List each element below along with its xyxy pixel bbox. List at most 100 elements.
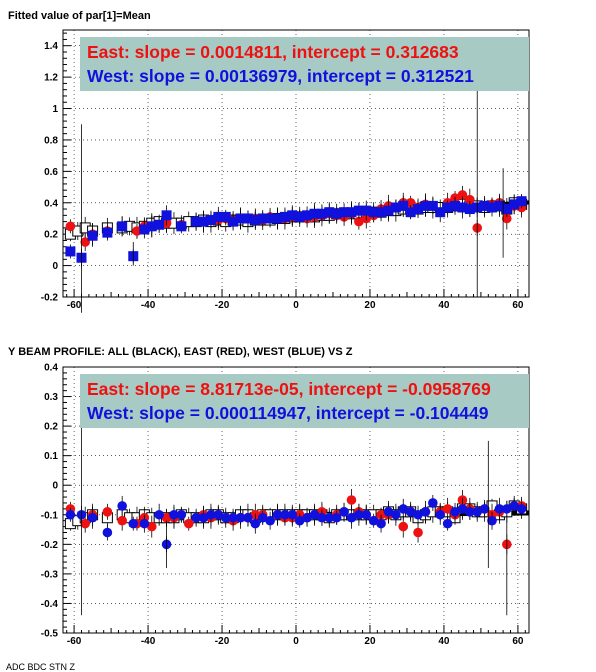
point-west — [139, 224, 150, 235]
y-tick-label: 0.6 — [44, 167, 58, 178]
point-west — [346, 512, 357, 523]
point-west — [302, 210, 313, 221]
point-west — [206, 509, 216, 520]
point-west — [398, 200, 409, 211]
point-west — [87, 230, 98, 241]
point-west — [228, 216, 239, 227]
x-tick-label: -20 — [215, 300, 230, 311]
x-tick-label: 0 — [293, 300, 299, 311]
point-west — [435, 509, 446, 520]
x-tick-label: -40 — [141, 300, 156, 311]
point-west — [191, 512, 201, 523]
fit-stats-east: East: slope = 8.81713e-05, intercept = -… — [87, 379, 491, 399]
point-west — [87, 512, 98, 523]
point-east — [183, 518, 194, 529]
point-west — [161, 210, 172, 221]
x-tick-label: -40 — [141, 636, 156, 647]
point-west — [265, 213, 276, 224]
point-west — [487, 515, 497, 526]
point-west — [427, 200, 438, 211]
point-west — [479, 200, 490, 211]
point-west — [176, 509, 187, 520]
point-west — [250, 215, 261, 226]
point-west — [376, 518, 386, 529]
point-east — [117, 515, 127, 526]
y-tick-label: 1 — [52, 104, 58, 115]
point-west — [413, 204, 424, 215]
point-east — [161, 512, 172, 523]
y-tick-label: 0.1 — [44, 451, 58, 462]
point-west — [294, 211, 305, 222]
y-tick-label: 0.8 — [44, 135, 58, 146]
x-tick-label: 20 — [364, 636, 376, 647]
point-west — [257, 512, 268, 523]
point-east — [502, 213, 512, 224]
point-west — [279, 211, 290, 222]
point-east — [346, 495, 357, 505]
y-tick-label: 0 — [52, 261, 58, 272]
y-tick-label: 0.2 — [44, 422, 58, 433]
fit-stats-box — [80, 37, 529, 91]
x-tick-label: 0 — [293, 636, 299, 647]
point-east — [146, 521, 157, 532]
point-east — [354, 216, 364, 227]
point-west — [420, 507, 431, 517]
point-east — [102, 507, 113, 517]
y-tick-label: 0.2 — [44, 230, 58, 241]
point-east — [465, 194, 475, 205]
point-west — [146, 221, 157, 232]
y-tick-label: 0 — [52, 481, 58, 492]
chart-1: -60 -40 -20 0 20 40 60 -0.2 0 0.2 0.4 0.6 0.8 1 1.2 1.4… — [41, 29, 530, 313]
point-west — [391, 509, 401, 520]
point-west — [117, 501, 127, 511]
point-west — [287, 509, 298, 520]
x-tick-label: -60 — [67, 636, 82, 647]
point-east — [413, 527, 423, 538]
point-west — [420, 200, 431, 211]
chart-2: -60 -40 -20 0 20 40 60 -0.5 -0.4 -0.3 -0.2 -0.1 0 0.1… — [41, 363, 530, 647]
point-west — [235, 213, 246, 224]
point-west — [450, 507, 460, 517]
chart-1-title: Fitted value of par[1]=Mean — [8, 10, 151, 22]
y-tick-label: -0.2 — [41, 293, 59, 304]
y-tick-label: -0.3 — [41, 569, 59, 580]
y-tick-label: -0.2 — [41, 540, 59, 551]
point-west — [346, 207, 357, 218]
point-west — [228, 512, 238, 523]
x-tick-label: -60 — [67, 300, 82, 311]
fit-stats-east: East: slope = 0.0014811, intercept = 0.3… — [87, 42, 459, 62]
point-west — [368, 515, 379, 526]
fit-stats-west: West: slope = 0.00136979, intercept = 0.… — [87, 66, 474, 86]
point-west — [128, 518, 139, 529]
y-tick-label: -0.4 — [41, 599, 59, 610]
point-west — [516, 196, 527, 207]
point-west — [442, 202, 453, 213]
point-west — [405, 507, 416, 517]
point-west — [398, 504, 409, 514]
point-west — [353, 205, 364, 216]
point-west — [213, 509, 224, 520]
point-west — [220, 211, 231, 222]
chart-2-title: Y BEAM PROFILE: ALL (BLACK), EAST (RED),… — [8, 346, 353, 358]
point-west — [139, 518, 150, 529]
point-west — [487, 202, 498, 213]
point-west — [339, 507, 349, 517]
point-west — [457, 202, 468, 213]
point-west — [509, 199, 520, 210]
point-west — [257, 213, 268, 224]
point-west — [324, 512, 335, 523]
point-west — [302, 512, 312, 523]
point-west — [354, 509, 364, 520]
x-tick-label: -20 — [215, 636, 230, 647]
point-west — [287, 210, 298, 221]
x-tick-label: 20 — [364, 300, 376, 311]
point-west — [464, 204, 475, 215]
point-west — [368, 207, 379, 218]
point-west — [331, 208, 342, 219]
point-west — [198, 512, 209, 523]
point-west — [361, 509, 372, 520]
point-west — [272, 213, 283, 224]
point-west — [383, 205, 394, 216]
point-west — [243, 512, 253, 523]
point-west — [413, 509, 423, 520]
